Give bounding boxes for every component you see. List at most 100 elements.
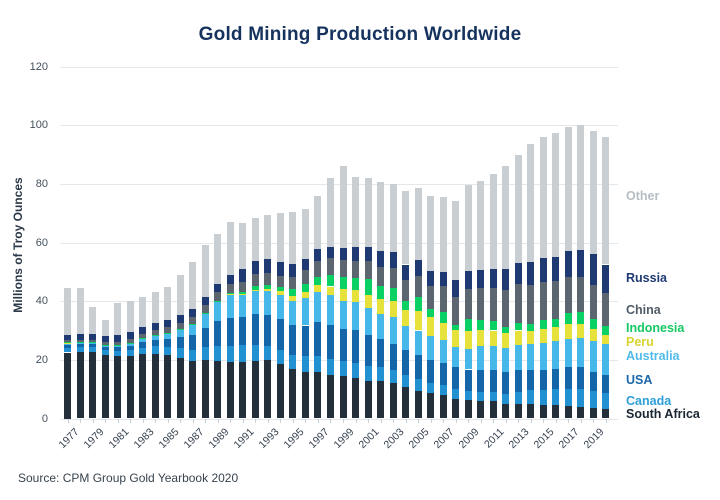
bar-segment [251,274,259,287]
bar-segment [364,261,372,280]
bar-segment [139,338,147,342]
bar-segment [214,321,222,347]
bar-segment [114,302,122,336]
gridline [60,125,618,127]
bar-segment [477,287,485,321]
bar-segment [189,309,197,317]
x-tick-mark [555,418,557,423]
bar-segment [352,176,360,248]
bar-segment [577,311,585,325]
bar-segment [201,245,209,297]
bar-segment [352,330,360,364]
x-tick-mark [405,418,407,423]
y-tick-label: 40 [35,295,48,308]
bar-segment [264,291,272,315]
x-tick-mark [117,418,119,423]
bar-segment [464,185,472,271]
bar-segment [564,338,572,368]
gridline [60,301,618,303]
bar-segment [464,270,472,289]
bar-segment [226,274,234,284]
bar-segment [602,264,610,294]
bar-segment [226,361,234,419]
bar-segment [226,345,234,362]
bar-segment [314,276,322,286]
bar-segment [151,339,159,346]
bar-segment [552,389,560,405]
bar-segment [301,356,309,372]
bar-segment [527,404,535,419]
bar-segment [251,217,259,261]
bar-segment [427,195,435,272]
x-tick-mark [317,418,319,423]
x-tick-label: 1983 [131,426,157,452]
bar-segment [402,326,410,351]
bar-segment [101,342,109,345]
bar-segment [339,248,347,261]
bar-segment [377,381,385,419]
x-tick-label: 2011 [482,426,507,451]
x-tick-mark [205,418,207,423]
bar-segment [326,359,334,375]
bar-segment [552,257,560,282]
x-tick-mark [167,418,169,423]
bar-segment [151,330,159,336]
bar-segment [239,269,247,282]
bar-segment [589,341,597,372]
bar-segment [402,264,410,281]
bar-segment [352,378,360,419]
bar-segment [126,342,134,344]
bar-segment [151,323,159,331]
legend-label-south-africa: South Africa [626,407,700,421]
bar-segment [414,275,422,298]
bar-segment [301,371,309,419]
bar-segment [64,334,71,341]
bar-segment [527,389,535,405]
bar-segment [201,328,209,348]
bar-segment [377,266,385,286]
bar-segment [164,339,172,347]
bar-segment [226,292,234,295]
bar-segment [64,352,71,419]
bar-segment [89,339,97,342]
bar-segment [76,341,84,343]
bar-segment [602,325,610,335]
bar-segment [289,369,297,419]
x-tick-mark [355,418,357,423]
bar-segment [251,260,259,275]
bar-segment [64,342,71,345]
legend-label-china: China [626,303,661,317]
bar-segment [114,335,122,342]
bar-segment [189,350,197,362]
bar-segment [552,368,560,390]
bar-segment [139,347,147,355]
bar-segment [76,351,84,419]
bar-segment [502,403,510,419]
bar-segment [139,326,147,334]
x-tick-mark [180,418,182,423]
bar-segment [89,351,97,419]
bar-segment [226,221,234,275]
bar-segment [289,324,297,355]
bar-segment [264,360,272,419]
bar-segment [114,345,122,346]
bar-segment [89,341,97,343]
bar-segment [577,337,585,368]
bar-segment [139,338,147,339]
bar-segment [452,389,460,399]
bar-segment [464,390,472,400]
bar-segment [251,289,259,292]
bar-segment [139,296,147,327]
bar-segment [577,125,585,251]
bar-segment [339,328,347,361]
x-tick-mark [530,418,532,423]
bar-segment [339,300,347,329]
bar-segment [276,262,284,276]
bar-segment [189,324,197,325]
bar-segment [377,313,385,339]
bar-segment [89,342,97,343]
bar-segment [552,326,560,342]
bar-segment [364,366,372,382]
bar-segment [589,253,597,286]
legend-label-russia: Russia [626,271,667,285]
